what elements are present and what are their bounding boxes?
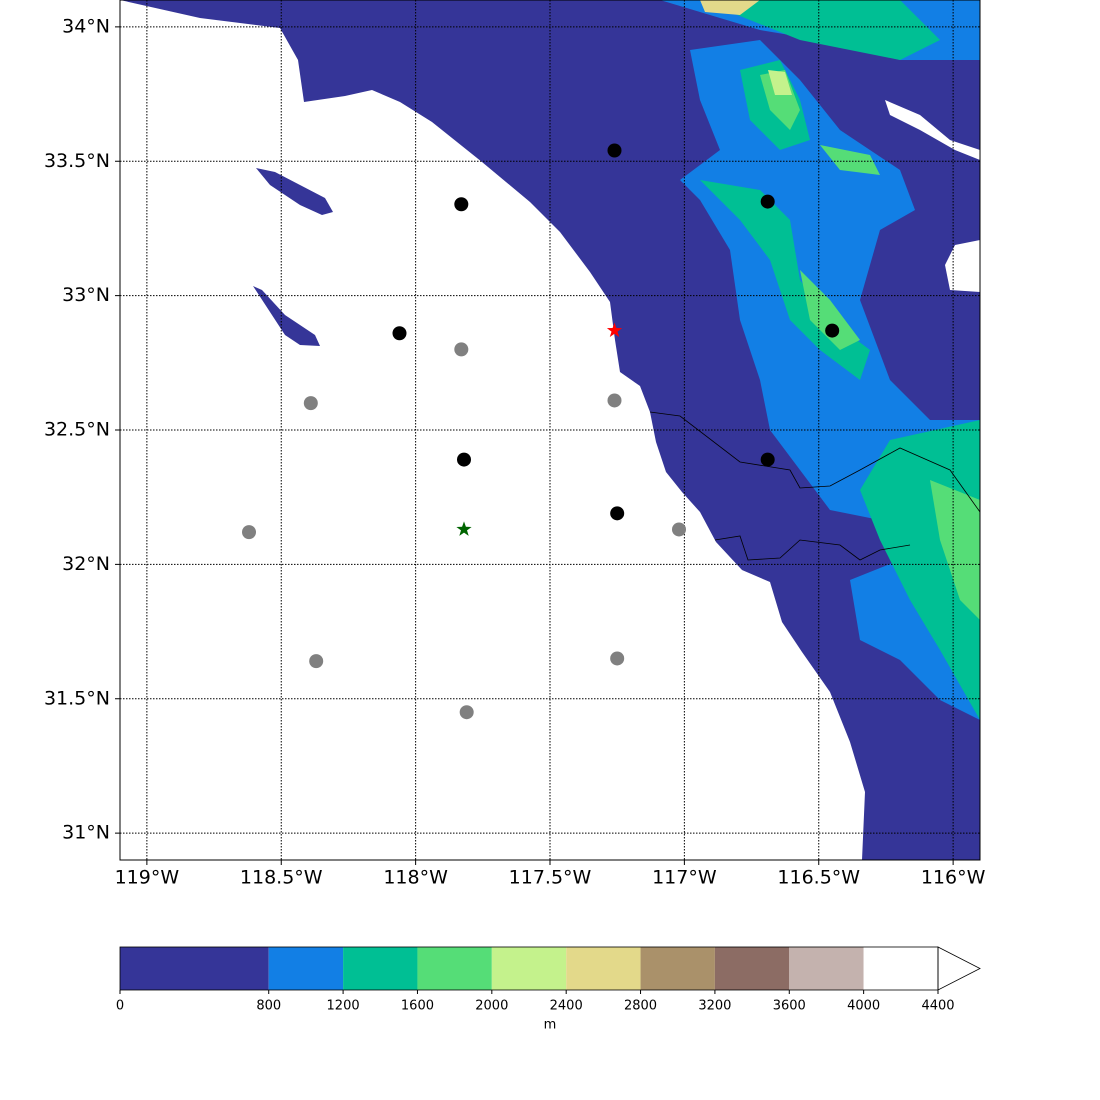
y-tick-label: 33°N [62,284,110,306]
colorbar-segment [417,947,492,990]
y-tick-label: 32°N [62,553,110,575]
colorbar-segment [714,947,790,990]
y-tick-label: 34°N [62,15,110,37]
star-marker [606,322,623,337]
colorbar-segment [343,947,418,990]
point-marker [610,506,625,521]
point-marker [454,342,469,357]
point-marker [457,452,471,467]
colorbar-frame [119,946,939,991]
point-marker [242,525,256,540]
point-marker [672,522,686,537]
point-marker [459,705,474,720]
colorbar-segment [566,947,641,990]
y-tick-label: 31°N [62,822,110,844]
colorbar-tick-label: 800 [256,999,281,1014]
y-tick-label: 32.5°N [44,419,110,441]
colorbar-tick-label: 3600 [773,999,806,1014]
colorbar-segment [268,947,344,990]
point-marker [607,393,622,408]
colorbar-tick-label: 2400 [550,999,583,1014]
point-marker [392,326,407,341]
colorbar-segment [789,947,864,990]
colorbar-tick-label: 2000 [475,999,508,1014]
colorbar-segment [640,947,715,990]
x-tick-label: 116.5°W [777,867,860,889]
y-tick-label: 31.5°N [44,687,110,709]
point-marker [760,452,775,467]
point-marker [760,194,775,209]
colorbar: 0 800 1200 1600 2000 2400 2800 3200 3600 4000 4400 [116,946,981,1014]
colorbar-segment [120,947,269,990]
point-marker [303,396,318,411]
x-tick-label: 118.5°W [240,867,323,889]
point-marker [309,654,324,669]
colorbar-extension [937,946,981,991]
x-tick-label: 116°W [921,867,986,889]
colorbar-tick-label: 4000 [847,999,880,1014]
point-marker [610,651,625,666]
colorbar-tick-label: 3200 [698,999,731,1014]
y-tick-label: 33.5°N [44,150,110,172]
colorbar-label: m [544,1018,557,1033]
colorbar-tick-label: 2800 [624,999,657,1014]
colorbar-tick-label: 0 [116,999,124,1014]
x-tick-label: 117°W [652,867,717,889]
point-marker [825,323,840,338]
x-tick-label: 117.5°W [509,867,592,889]
point-marker [607,143,622,158]
grid [120,0,980,860]
x-tick-label: 119°W [115,867,180,889]
colorbar-segment [863,947,938,990]
point-marker [454,197,469,212]
markers [242,143,840,720]
colorbar-segment [491,947,567,990]
x-tick-label: 118°W [383,867,448,889]
colorbar-tick-label: 1200 [327,999,360,1014]
colorbar-tick-label: 1600 [401,999,434,1014]
colorbar-tick-label: 4400 [921,999,954,1014]
terrain [120,0,980,860]
star-marker [456,521,472,536]
